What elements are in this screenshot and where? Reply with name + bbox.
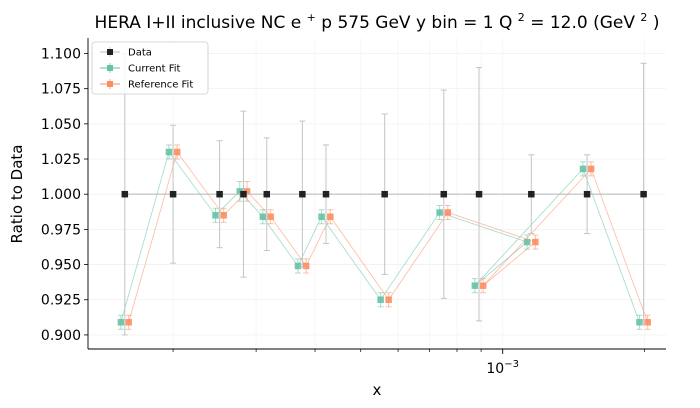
data-point — [327, 213, 334, 220]
title-close: ) — [653, 13, 660, 33]
data-point — [381, 190, 388, 198]
series-data — [121, 52, 647, 336]
data-point — [479, 282, 487, 289]
data-point — [165, 148, 173, 156]
data-point — [636, 319, 643, 326]
series-current-fit — [117, 144, 643, 330]
data-point — [216, 190, 223, 198]
data-point — [117, 319, 125, 326]
data-point — [318, 213, 325, 220]
x-tick-label: 10−3 — [486, 359, 519, 377]
data-point — [240, 190, 247, 198]
series-reference-fit — [125, 144, 651, 330]
y-axis-label: Ratio to Data — [8, 145, 26, 244]
data-point — [532, 238, 539, 246]
data-point — [212, 212, 219, 219]
legend-label: Current Fit — [128, 64, 181, 75]
title-main: HERA I+II inclusive NC e — [95, 13, 302, 33]
legend-marker — [107, 49, 113, 55]
data-point — [523, 238, 531, 246]
y-tick-label: 0.900 — [41, 328, 81, 344]
data-point — [644, 319, 651, 326]
chart-title: HERA I+II inclusive NC e + p 575 GeV y b… — [95, 6, 660, 33]
title-mid: p 575 GeV y bin = 1 Q — [321, 13, 512, 33]
legend-box — [91, 41, 209, 95]
legend-marker — [107, 65, 113, 71]
data-point — [173, 148, 181, 156]
data-point — [263, 190, 271, 198]
series-layer — [117, 52, 651, 336]
data-point — [243, 188, 251, 195]
axes: 0.900 0.925 0.950 0.975 1.000 1.025 1.050 1.075… — [41, 38, 666, 377]
y-tick-label: 1.000 — [41, 187, 81, 203]
data-point — [236, 188, 244, 195]
data-point — [440, 190, 448, 198]
y-tick-label: 1.050 — [41, 117, 81, 133]
y-tick-label: 0.925 — [41, 293, 81, 309]
x-axis-label: x — [373, 381, 382, 399]
data-point — [267, 213, 274, 220]
data-point — [475, 190, 483, 198]
legend-marker — [107, 81, 113, 87]
legend-item: Reference Fit — [100, 79, 193, 91]
data-point — [579, 165, 587, 173]
data-point — [377, 296, 384, 303]
y-tick-label: 1.075 — [41, 82, 81, 98]
data-point — [294, 262, 302, 270]
data-point — [169, 190, 177, 198]
data-point — [259, 213, 267, 220]
y-tick-label: 1.025 — [41, 152, 81, 168]
title-sup-1: + — [307, 11, 316, 24]
y-tick-label: 0.950 — [41, 258, 81, 274]
y-tick-label: 1.100 — [41, 46, 81, 62]
data-point — [640, 190, 647, 198]
y-tick-label: 0.975 — [41, 222, 81, 238]
legend-label: Data — [128, 48, 152, 59]
data-point — [528, 190, 535, 198]
title-sup-3: 2 — [640, 11, 647, 24]
data-point — [444, 209, 452, 216]
data-point — [436, 209, 443, 216]
data-point — [121, 190, 129, 198]
data-point — [302, 262, 310, 270]
data-point — [385, 296, 392, 303]
legend-item: Current Fit — [100, 63, 181, 75]
title-sup-2: 2 — [518, 11, 525, 24]
data-point — [583, 190, 591, 198]
data-point — [471, 282, 479, 289]
legend: Data Current Fit Reference Fit — [91, 41, 209, 95]
data-point — [587, 165, 595, 173]
legend-label: Reference Fit — [128, 80, 193, 91]
legend-item: Data — [100, 47, 152, 59]
data-point — [125, 319, 132, 326]
data-point — [322, 190, 330, 198]
data-point — [220, 212, 227, 219]
title-end: = 12.0 (GeV — [530, 13, 635, 33]
data-point — [299, 190, 306, 198]
